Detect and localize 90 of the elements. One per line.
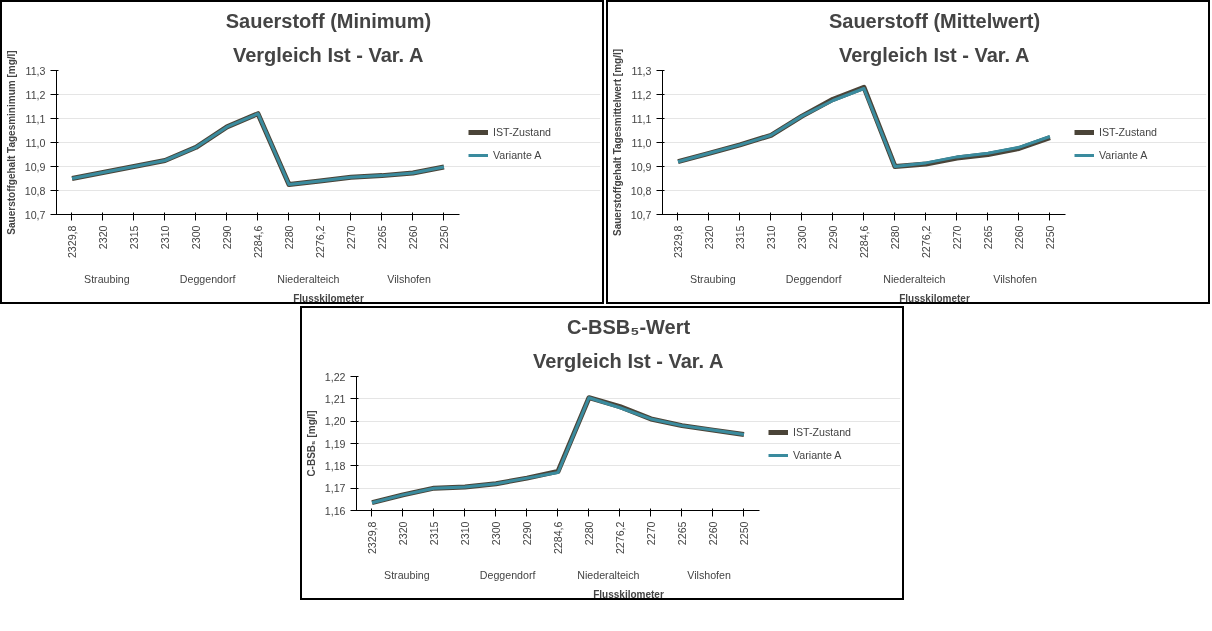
x-axis-title: Flusskilometer [899,292,970,304]
x-tick-label: 2280 [888,225,901,250]
x-tick-label: 2329,8 [366,521,378,555]
text: Vilshofen [993,272,1037,285]
chart-subtitle: Vergleich Ist - Var. A [532,349,724,372]
y-tick-label: 11,0 [631,136,652,149]
x-tick-label: 2300 [795,225,808,250]
text: Deggendorf [179,272,236,285]
x-tick-label: 2290 [220,225,233,250]
text: Deggendorf [785,272,842,285]
legend-label: Variante A [493,149,542,161]
x-tick-label: 2320 [703,225,715,250]
y-tick-label: 11,3 [631,64,652,77]
x-tick-label: 2280 [582,521,595,546]
y-axis-title: Sauerstoffgehalt Tagesminimum [mg/l] [5,50,17,235]
x-tick-label: 2300 [489,521,502,546]
y-tick-label: 10,7 [24,208,46,221]
text: Niederalteich [277,272,340,285]
y-tick-label: 10,9 [630,160,652,173]
x-tick-label: 2276,2 [919,225,932,259]
legend-label: IST-Zustand [493,126,552,138]
x-tick-label: 2329,8 [66,225,78,259]
chart-subtitle: Vergleich Ist - Var. A [232,43,424,66]
y-tick-label: 11,2 [25,88,46,101]
legend-label: Variante A [1099,149,1148,161]
x-tick-label: 2250 [437,225,450,250]
x-tick-label: 2290 [826,225,839,250]
y-axis-title: C-BSB₅ [mg/l] [305,410,317,477]
x-tick-label: 2265 [981,225,994,250]
y-tick-label: 1,17 [324,482,346,495]
y-tick-label: 10,8 [24,184,46,197]
text: Vilshofen [687,568,731,581]
y-tick-label: 10,9 [24,160,46,173]
x-tick-label: 2276,2 [613,521,626,555]
y-tick-label: 1,18 [324,459,346,472]
y-tick-label: 1,20 [324,415,346,428]
y-tick-label: 11,3 [25,64,46,77]
legend-label: IST-Zustand [1099,126,1158,138]
x-tick-label: 2310 [458,521,471,546]
chart-title: Sauerstoff (Mittelwert) [828,9,1041,32]
chart-title: Sauerstoff (Minimum) [225,9,432,32]
x-tick-label: 2265 [675,521,688,546]
x-tick-label: 2260 [1012,225,1025,250]
text: Deggendorf [479,568,536,581]
x-tick-label: 2284,6 [251,225,264,259]
text: Straubing [84,272,130,285]
x-axis-title: Flusskilometer [293,292,364,304]
x-tick-label: 2260 [706,521,719,546]
chart-subtitle: Vergleich Ist - Var. A [838,43,1030,66]
y-tick-label: 1,22 [324,370,346,383]
x-tick-label: 2300 [189,225,202,250]
text: Straubing [384,568,430,581]
y-tick-label: 11,1 [25,112,46,125]
x-tick-label: 2250 [1043,225,1056,250]
x-tick-label: 2320 [397,521,409,546]
x-tick-label: 2284,6 [551,521,564,555]
x-tick-label: 2329,8 [672,225,684,259]
legend-label: IST-Zustand [793,425,852,438]
text: Niederalteich [883,272,946,285]
y-tick-label: 1,19 [324,437,346,450]
y-tick-label: 11,1 [631,112,652,125]
x-tick-label: 2310 [158,225,171,250]
x-tick-label: 2315 [733,225,746,250]
text: Niederalteich [577,568,640,581]
x-tick-label: 2315 [127,225,140,250]
x-tick-label: 2265 [375,225,388,250]
x-tick-label: 2320 [97,225,109,250]
x-tick-label: 2260 [406,225,419,250]
y-tick-label: 10,7 [630,208,652,221]
x-tick-label: 2290 [520,521,533,546]
legend-label: Variante A [793,448,842,461]
x-tick-label: 2270 [644,521,657,546]
text: Vilshofen [387,272,431,285]
x-tick-label: 2284,6 [857,225,870,259]
x-tick-label: 2280 [282,225,295,250]
x-tick-label: 2250 [737,521,750,546]
text: Straubing [690,272,736,285]
y-axis-title: Sauerstoffgehalt Tagesmittelwert [mg/l] [611,48,623,237]
y-tick-label: 11,2 [631,88,652,101]
x-tick-label: 2276,2 [313,225,326,259]
chart-title: C-BSB₅-Wert [566,315,691,338]
x-tick-label: 2310 [764,225,777,250]
x-tick-label: 2270 [344,225,357,250]
y-tick-label: 11,0 [25,136,46,149]
y-tick-label: 1,21 [324,392,346,405]
x-tick-label: 2315 [427,521,440,546]
x-tick-label: 2270 [950,225,963,250]
y-tick-label: 1,16 [324,504,346,517]
x-axis-title: Flusskilometer [593,588,664,600]
y-tick-label: 10,8 [630,184,652,197]
